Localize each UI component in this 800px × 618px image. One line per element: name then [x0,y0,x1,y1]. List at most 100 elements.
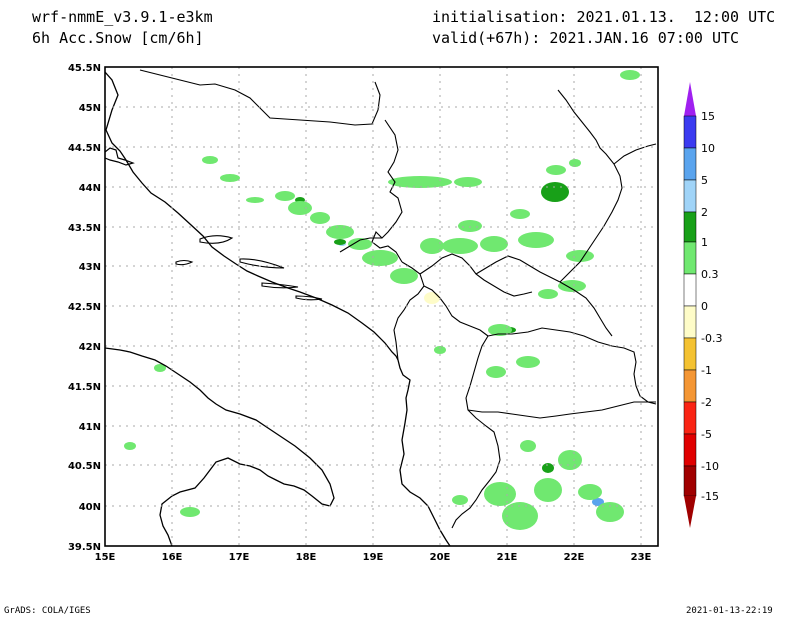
snow-patch [541,182,569,202]
snow-patch [484,482,516,506]
snow-patch [558,450,582,470]
snow-patch [569,159,581,167]
colorbar-box [683,401,697,435]
snow-patch [348,238,372,250]
snow-patch [180,507,200,517]
island [239,258,285,269]
colorbar-label: 2 [701,206,708,219]
colorbar-box [683,179,697,213]
model-title: wrf-nmmE_v3.9.1-e3km [32,8,213,26]
border [339,237,382,253]
snow-patch [488,324,512,336]
snow-patch [520,440,536,452]
colorbar-box [683,433,697,467]
island [199,235,234,244]
colorbar-label: 5 [701,174,708,187]
colorbar-box [683,211,697,243]
snow-patch [388,176,452,188]
border [419,253,533,297]
colorbar-label: -15 [701,490,719,503]
snow-patch [124,442,136,450]
snow-patch [310,212,330,224]
border [475,255,561,283]
snow-patch [452,495,468,505]
colorbar: 15 10 5 2 1 0.3 0 -0.3 -1 -2 -5 -10 -15 [683,82,722,528]
snow-patch [424,292,440,304]
lat-label: 45.5N [68,63,101,74]
colorbar-box [683,115,697,149]
colorbar-label: -0.3 [701,332,722,345]
lat-label: 39.5N [68,542,101,553]
colorbar-label: -10 [701,460,719,473]
border [467,401,656,419]
colorbar-label: -2 [701,396,712,409]
colorbar-box [683,241,697,275]
axes: 45.5N 45N 44.5N 44N 43.5N 43N 42.5N 42N … [68,63,652,563]
snow-patch [334,239,346,245]
italy-coast [105,347,335,546]
colorbar-bottom-arrow [684,496,696,528]
lon-label: 21E [497,552,518,563]
snow-patch [596,502,624,522]
lon-label: 19E [363,552,384,563]
colorbar-label: 10 [701,142,715,155]
snow-patch [486,366,506,378]
colorbar-label: -5 [701,428,712,441]
snow-patch [578,484,602,500]
border [423,285,489,337]
snow-patch [592,498,604,506]
colorbar-box [683,147,697,181]
init-time: initialisation: 2021.01.13. 12:00 UTC [432,8,776,26]
colorbar-label: 0.3 [701,268,719,281]
island [175,259,194,266]
snow-patch [220,174,240,182]
snow-patch [326,225,354,239]
lat-label: 44.5N [68,143,101,154]
lon-label: 23E [631,552,652,563]
snow-patch [390,268,418,284]
plot-frame [104,66,659,547]
colorbar-top-arrow [684,82,696,116]
colorbar-box [683,273,697,307]
lat-label: 43N [79,262,101,273]
lat-label: 42.5N [68,302,101,313]
colorbar-label: 15 [701,110,715,123]
colorbar-label: 0 [701,300,708,313]
colorbar-box [683,369,697,403]
lat-label: 42N [79,342,101,353]
lon-label: 22E [564,552,585,563]
lon-label: 17E [229,552,250,563]
border [613,143,657,165]
island [261,282,299,289]
istria-coast [105,147,135,166]
lat-label: 41.5N [68,382,101,393]
snow-patch [558,280,586,292]
snow-patch [362,250,398,266]
snow-patch [288,201,312,215]
valid-time: valid(+67h): 2021.JAN.16 07:00 UTC [432,29,740,47]
snow-patch [434,346,446,354]
lon-label: 18E [296,552,317,563]
snow-patch [502,502,538,530]
border [393,261,425,361]
map-field [105,69,657,546]
border [487,327,657,405]
snow-patch [538,289,558,299]
snow-patch [546,165,566,175]
snow-patch [542,463,554,473]
snow-patch [534,478,562,502]
colorbar-box [683,337,697,371]
border [371,119,403,263]
lon-label: 16E [162,552,183,563]
border [559,281,613,337]
island [295,295,323,301]
render-timestamp: 2021-01-13-22:19 [686,606,773,616]
snow-patch [620,70,640,80]
colorbar-label: -1 [701,364,712,377]
snow-patch [518,232,554,248]
coastline [105,71,451,546]
gridlines [105,67,658,546]
lat-label: 44N [79,183,101,194]
snow-patch [516,356,540,368]
